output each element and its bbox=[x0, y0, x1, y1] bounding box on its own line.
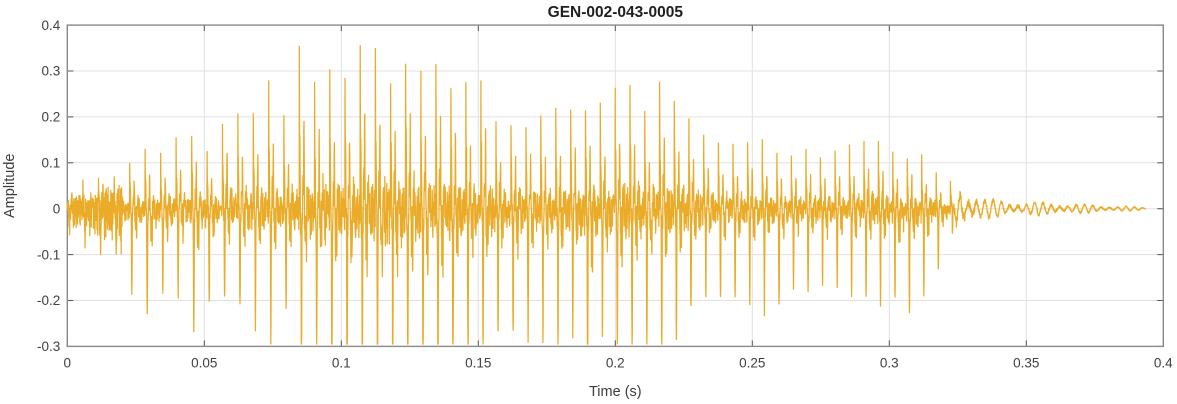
x-tick-label: 0.25 bbox=[739, 355, 765, 370]
x-tick-label: 0.2 bbox=[606, 355, 625, 370]
y-axis-label: Amplitude bbox=[2, 154, 18, 218]
y-tick-label: 0 bbox=[53, 201, 61, 216]
x-tick-label: 0.4 bbox=[1154, 355, 1173, 370]
x-tick-label: 0.1 bbox=[332, 355, 351, 370]
x-tick-label: 0 bbox=[64, 355, 72, 370]
y-tick-label: 0.4 bbox=[42, 18, 61, 33]
y-tick-label: -0.2 bbox=[37, 293, 60, 308]
y-tick-label: -0.3 bbox=[37, 339, 60, 354]
x-tick-label: 0.15 bbox=[465, 355, 491, 370]
waveform-line bbox=[66, 44, 1146, 345]
x-axis-label: Time (s) bbox=[589, 384, 642, 400]
grid-lines bbox=[67, 25, 1164, 347]
axis-box bbox=[66, 24, 1165, 348]
y-tick-label: 0.1 bbox=[42, 156, 61, 171]
y-tick-label: 0.3 bbox=[42, 64, 61, 79]
x-tick-label: 0.35 bbox=[1013, 355, 1039, 370]
chart-title: GEN-002-043-0005 bbox=[548, 4, 684, 21]
x-tick-label: 0.3 bbox=[880, 355, 899, 370]
y-tick-label: -0.1 bbox=[37, 247, 60, 262]
y-tick-labels: -0.3 -0.2 -0.1 0 0.1 0.2 0.3 0.4 bbox=[37, 18, 61, 354]
x-tick-labels: 0 0.05 0.1 0.15 0.2 0.25 0.3 0.35 0.4 bbox=[64, 355, 1174, 370]
y-tick-label: 0.2 bbox=[42, 110, 61, 125]
x-tick-label: 0.05 bbox=[191, 355, 217, 370]
